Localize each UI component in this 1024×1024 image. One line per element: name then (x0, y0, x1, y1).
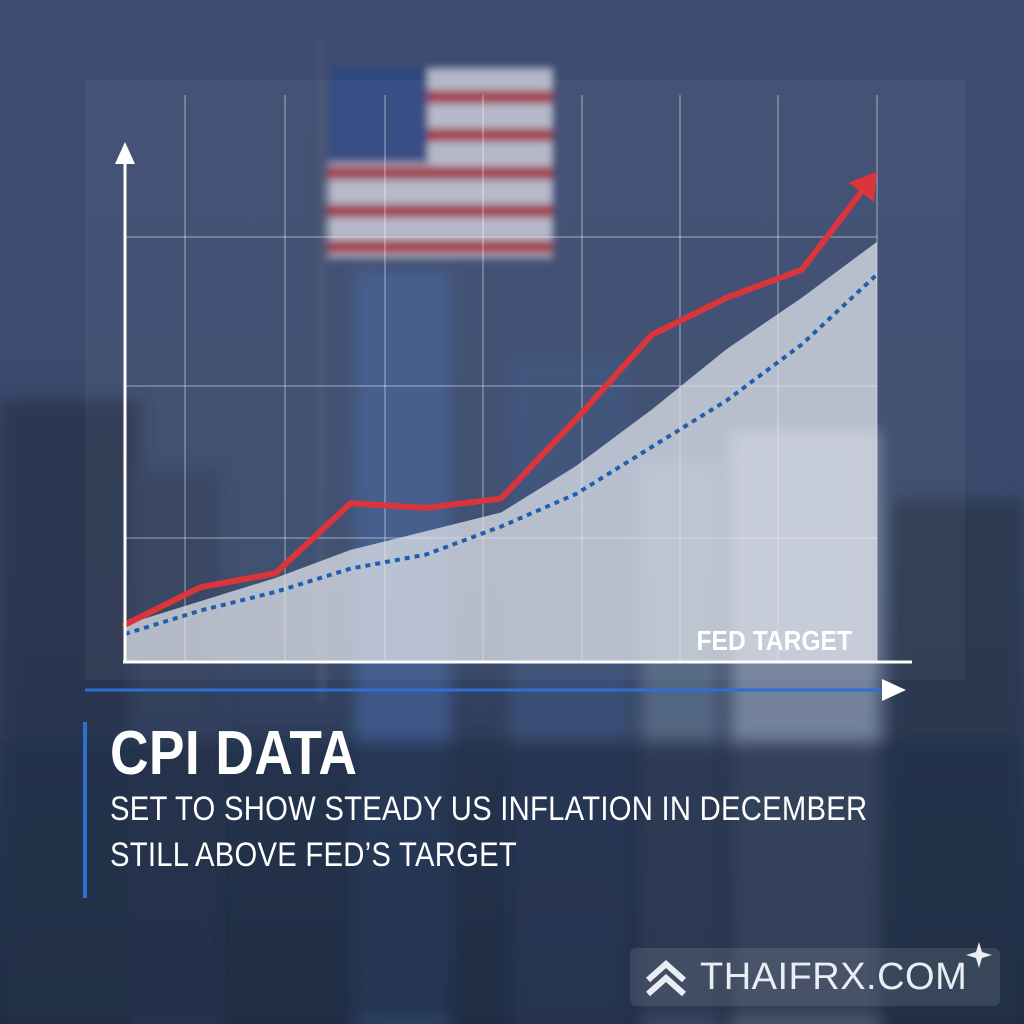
chevron-up-logo-icon (646, 959, 686, 997)
headline-subtitle-line2: STILL ABOVE FED’S TARGET (110, 836, 518, 874)
arrow-right-icon (882, 679, 906, 701)
sparkle-icon (966, 942, 992, 968)
cpi-arrowhead (848, 171, 877, 203)
y-axis-arrow-icon (115, 142, 135, 164)
fed-target-line (124, 272, 879, 636)
headline-title: CPI DATA (110, 719, 358, 788)
fed-target-label: FED TARGET (696, 625, 852, 657)
cpi-line (122, 189, 865, 628)
area-fill (125, 241, 877, 662)
headline-subtitle-line1: SET TO SHOW STEADY US INFLATION IN DECEM… (110, 790, 868, 828)
headline-accent-bar (83, 722, 87, 898)
watermark[interactable]: THAIFRX.COM (630, 942, 1000, 1006)
watermark-text: THAIFRX.COM (700, 956, 968, 998)
